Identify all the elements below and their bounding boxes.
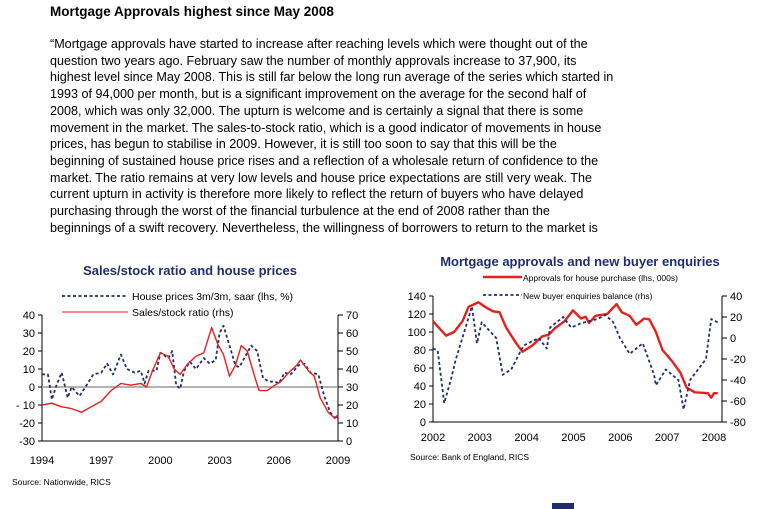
x-tick-label: 1994 bbox=[30, 455, 54, 467]
page-heading: Mortgage Approvals highest since May 200… bbox=[50, 4, 334, 19]
x-tick-label: 2000 bbox=[148, 455, 172, 467]
y-tick-label-left: 40 bbox=[23, 310, 35, 322]
paragraph-line: “Mortgage approvals have started to incr… bbox=[50, 37, 588, 51]
y-tick-label-left: -30 bbox=[19, 436, 35, 448]
y-tick-label-left: 30 bbox=[23, 328, 35, 340]
y-tick-label-left: -20 bbox=[19, 418, 35, 430]
y-tick-label-left: 140 bbox=[408, 291, 426, 303]
series-line-lhs bbox=[432, 301, 718, 399]
x-tick-label: 2003 bbox=[468, 432, 492, 444]
y-tick-label-right: 10 bbox=[346, 418, 358, 430]
paragraph-line: question two years ago. February saw the… bbox=[50, 53, 577, 68]
paragraph-line: prices, has begun to stabilise in 2009. … bbox=[50, 137, 557, 152]
y-tick-label-left: 60 bbox=[414, 363, 426, 375]
paragraph-line: highest level since May 2008. This is st… bbox=[50, 70, 614, 85]
paragraph-line: 1993 of 94,000 per month, but is a signi… bbox=[50, 87, 587, 102]
x-tick-label: 2004 bbox=[514, 432, 538, 444]
y-tick-label-right: -60 bbox=[730, 396, 746, 408]
y-tick-label-right: 0 bbox=[730, 333, 736, 345]
series-line-lhs bbox=[42, 324, 339, 421]
legend-label: New buyer enquiries balance (rhs) bbox=[523, 291, 653, 301]
y-tick-label-right: 50 bbox=[346, 346, 358, 358]
y-tick-label-right: 20 bbox=[346, 400, 358, 412]
y-tick-label-left: 40 bbox=[414, 381, 426, 393]
paragraph-line: market. The ratio remains at very low le… bbox=[50, 170, 593, 185]
paragraph-line: beginning of sustained house price rises… bbox=[50, 153, 599, 168]
chart-title: Mortgage approvals and new buyer enquiri… bbox=[440, 254, 720, 269]
legend-label: Approvals for house purchase (lhs, 000s) bbox=[523, 273, 678, 283]
x-tick-label: 2009 bbox=[326, 455, 350, 467]
y-tick-label-left: 20 bbox=[414, 399, 426, 411]
y-tick-label-left: 20 bbox=[23, 346, 35, 358]
x-tick-label: 2002 bbox=[421, 432, 445, 444]
y-tick-label-right: 60 bbox=[346, 328, 358, 340]
x-tick-label: 2006 bbox=[608, 432, 632, 444]
paragraph-line: current upturn in activity is therefore … bbox=[50, 187, 584, 202]
chart-title: Sales/stock ratio and house prices bbox=[83, 263, 297, 278]
x-tick-label: 2008 bbox=[702, 432, 726, 444]
paragraph-line: purchasing through the worst of the fina… bbox=[50, 204, 550, 219]
y-tick-label-left: 80 bbox=[414, 345, 426, 357]
body-paragraph: “Mortgage approvals have started to incr… bbox=[50, 36, 613, 236]
y-tick-label-right: -20 bbox=[730, 354, 746, 366]
legend-label: Sales/stock ratio (rhs) bbox=[132, 307, 234, 319]
y-tick-label-left: 0 bbox=[420, 417, 426, 429]
y-tick-label-left: 120 bbox=[408, 309, 426, 321]
x-tick-label: 2003 bbox=[207, 455, 231, 467]
legend-label: House prices 3m/3m, saar (lhs, %) bbox=[132, 291, 293, 303]
x-tick-label: 2007 bbox=[655, 432, 679, 444]
series-line-rhs bbox=[41, 326, 339, 419]
chart-source: Source: Bank of England, RICS bbox=[410, 452, 529, 462]
y-tick-label-right: -40 bbox=[730, 375, 746, 387]
y-tick-label-right: 30 bbox=[346, 382, 358, 394]
y-tick-label-left: 10 bbox=[23, 364, 35, 376]
paragraph-line: 2008, which was only 32,000. The upturn … bbox=[50, 103, 584, 118]
y-tick-label-left: 0 bbox=[29, 382, 35, 394]
x-tick-label: 1997 bbox=[89, 455, 113, 467]
y-tick-label-left: 100 bbox=[408, 327, 426, 339]
series-line-rhs bbox=[432, 305, 719, 411]
y-tick-label-right: 20 bbox=[730, 312, 742, 324]
y-tick-label-right: 0 bbox=[346, 436, 352, 448]
paragraph-line: movement in the market. The sales-to-sto… bbox=[50, 120, 602, 135]
paragraph-line: beginnings of a swift recovery. Neverthe… bbox=[50, 220, 598, 235]
chart-source: Source: Nationwide, RICS bbox=[12, 477, 111, 487]
y-tick-label-left: - 10 bbox=[16, 400, 35, 412]
x-tick-label: 2006 bbox=[267, 455, 291, 467]
y-tick-label-right: 40 bbox=[730, 291, 742, 303]
y-tick-label-right: -80 bbox=[730, 417, 746, 429]
x-tick-label: 2005 bbox=[561, 432, 585, 444]
y-tick-label-right: 40 bbox=[346, 364, 358, 376]
y-tick-label-right: 70 bbox=[346, 310, 358, 322]
page-number-fragment bbox=[552, 503, 574, 509]
